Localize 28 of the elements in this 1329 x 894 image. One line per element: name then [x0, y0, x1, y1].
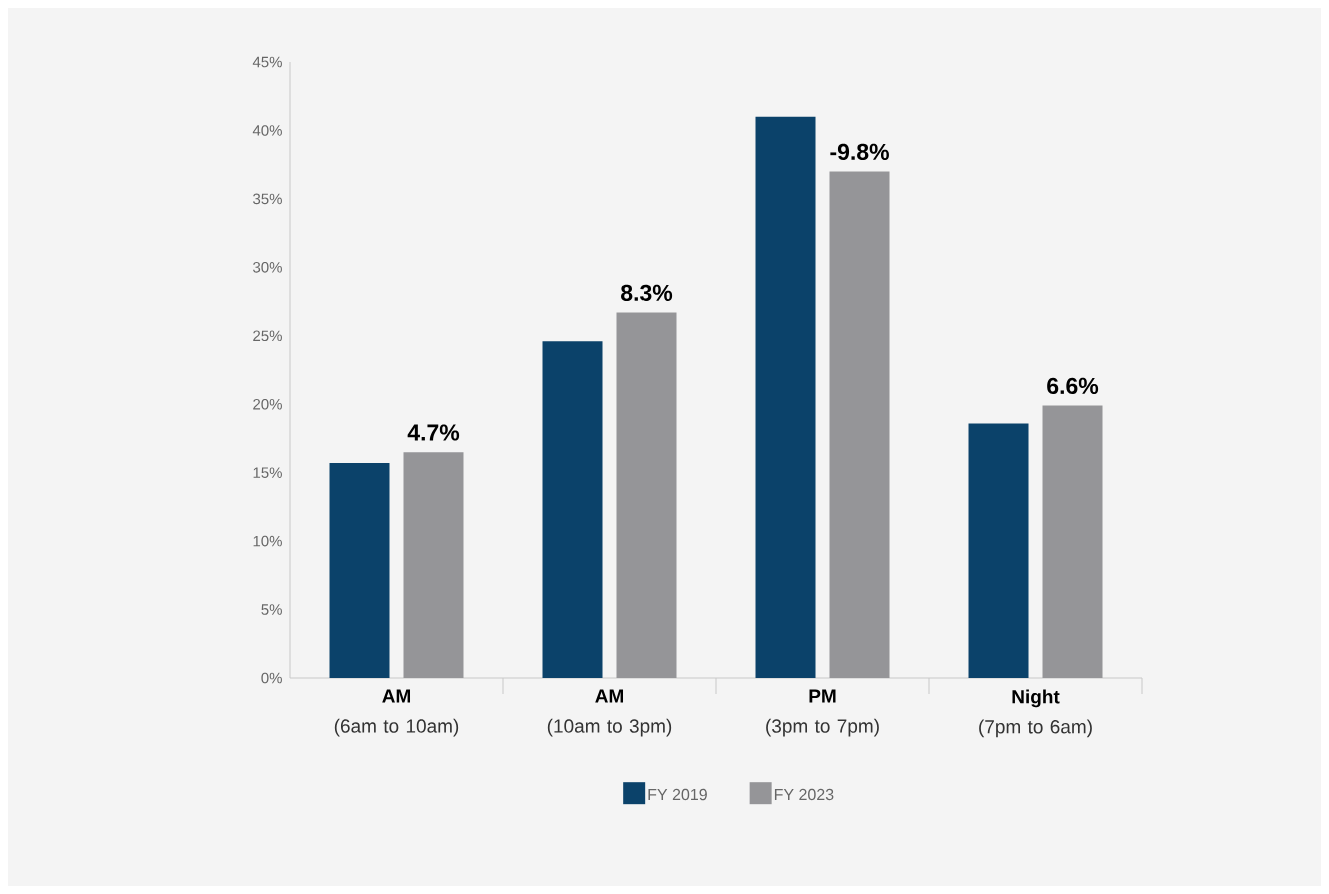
x-tick-label: AM (6am to 10am) [334, 689, 459, 737]
y-tick-label: 35% [253, 193, 282, 205]
y-tick-label: 30% [253, 262, 282, 273]
bar [542, 341, 603, 678]
annotation: 4.7% [407, 424, 460, 441]
y-tick-label: 10% [253, 535, 282, 547]
y-tick-label: 5% [261, 604, 282, 615]
x-tick-label: PM (3pm to 7pm) [766, 689, 879, 737]
bar [329, 463, 390, 678]
annotation: 6.6% [1047, 377, 1099, 395]
bar [968, 423, 1029, 678]
bar [403, 452, 464, 678]
x-tick-label: AM (10am to 3pm) [547, 689, 672, 737]
bar [1042, 405, 1103, 678]
y-tick-label: 0% [261, 672, 282, 684]
bar [755, 116, 816, 678]
annotation: -9.8% [830, 143, 889, 160]
y-tick-label: 25% [253, 330, 282, 342]
annotation: 8.3% [621, 284, 673, 301]
bar [829, 171, 890, 678]
x-tick-label: Night (7pm to 6am) [979, 689, 1092, 738]
y-tick-label: 20% [253, 398, 282, 410]
legend-label: FY 2023 [774, 788, 834, 801]
bar [616, 312, 677, 678]
y-tick-label: 15% [253, 467, 282, 478]
y-tick-label: 40% [252, 125, 282, 136]
y-tick-label: 45% [252, 56, 282, 68]
legend-label: FY 2019 [648, 788, 707, 801]
